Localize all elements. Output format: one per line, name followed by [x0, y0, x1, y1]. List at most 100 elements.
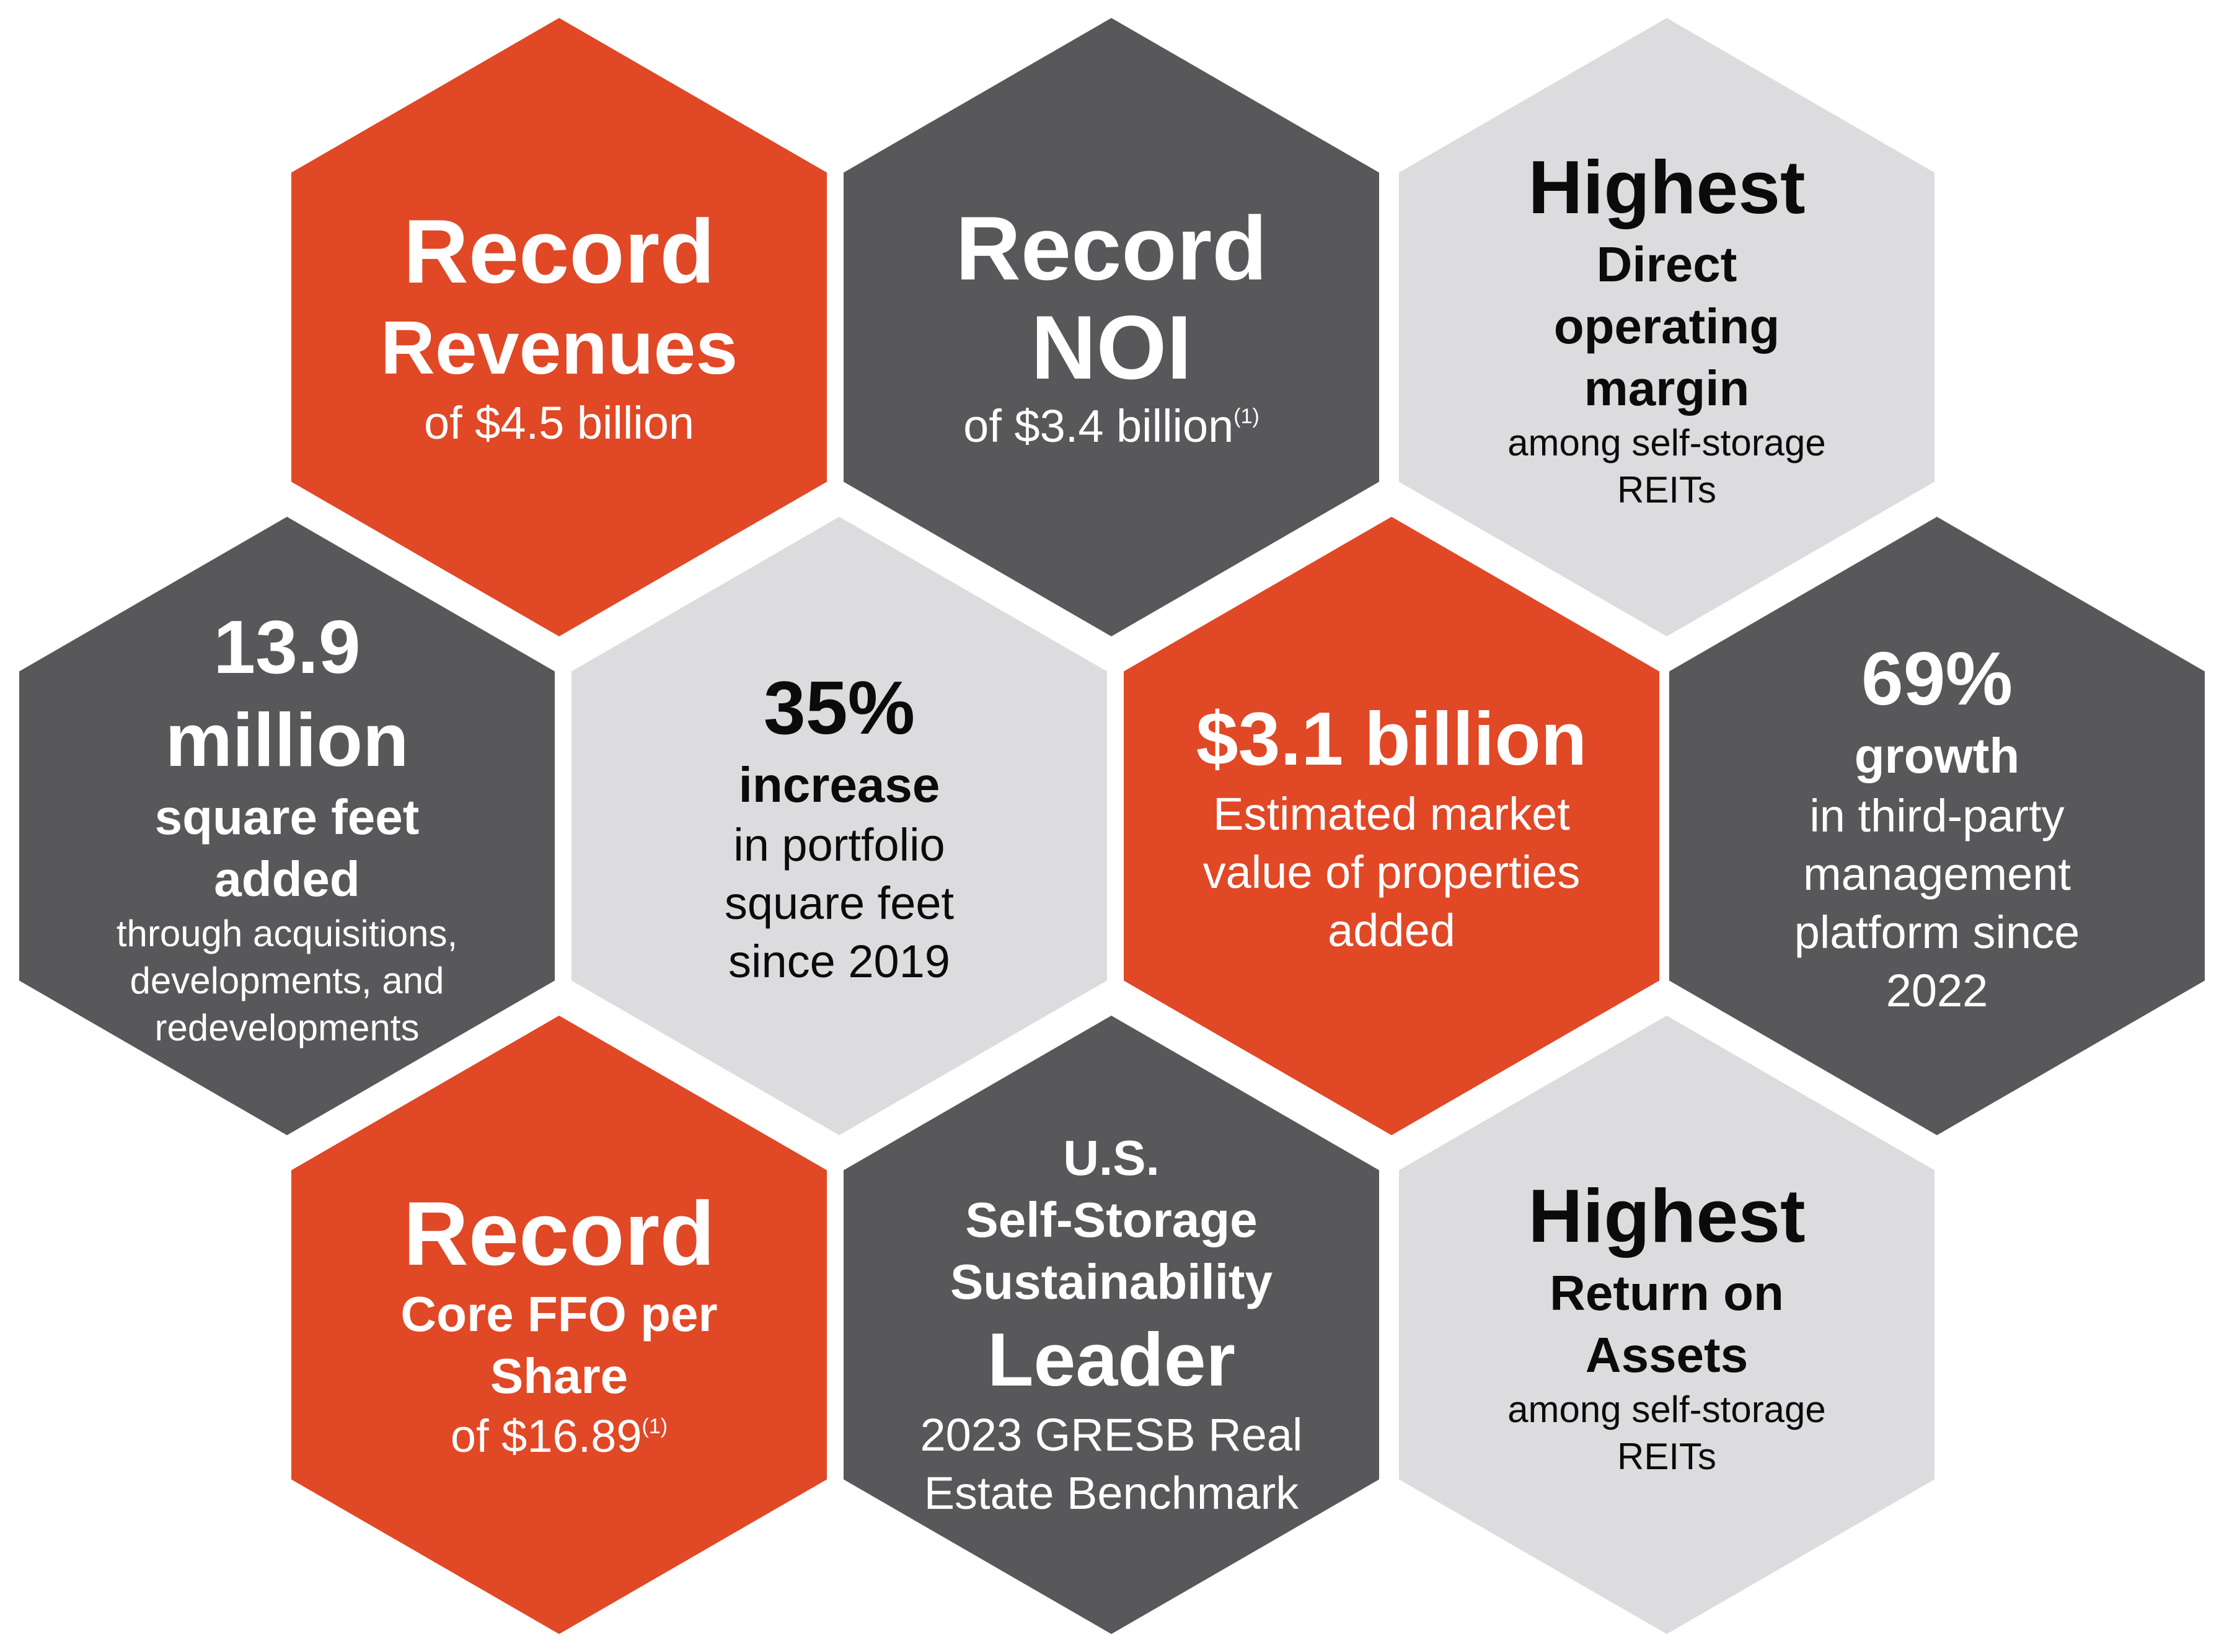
- hexagon-text-block: U.S. Self-Storage Sustainability Leader 2023…: [844, 1016, 1379, 1634]
- hexagon-text: Share: [490, 1348, 629, 1404]
- hexagon-text: among self-storage: [1507, 1389, 1826, 1430]
- hexagon-text: Core FFO per: [400, 1286, 718, 1342]
- hexagon-text-line: redevelopments: [155, 1004, 420, 1052]
- hexagon-text-line: among self-storage: [1507, 420, 1826, 467]
- hexagon-text-line: square feet: [725, 874, 954, 933]
- hexagon-text-line: REITs: [1617, 1433, 1716, 1480]
- hexagon-text: 35%: [763, 666, 915, 750]
- hexagon-text-block: $3.1 billion Estimated market value of pro…: [1124, 517, 1659, 1135]
- hexagon-text: among self-storage: [1507, 422, 1826, 464]
- hexagon-text-block: Highest Direct operating margin among self-s…: [1399, 18, 1934, 636]
- hexagon-text-line: Share: [490, 1345, 628, 1407]
- hexagon-text-line: U.S.: [1063, 1127, 1160, 1189]
- hexagon-third-party-growth: 69% growth in third-party management platfor…: [1669, 517, 2205, 1135]
- hexagon-text: Assets: [1585, 1327, 1749, 1382]
- hexagon-text-line: value of properties: [1203, 843, 1581, 902]
- hexagon-text-line: NOI: [1031, 298, 1192, 397]
- hexagon-text-line: in third-party: [1809, 787, 2064, 845]
- hexagon-text: of $3.4 billion: [963, 400, 1234, 452]
- hexagon-text-line: Self-Storage: [965, 1189, 1257, 1251]
- hexagon-text: since 2019: [728, 936, 950, 987]
- footnote-marker: (1): [642, 1415, 668, 1438]
- hexagon-text: of $16.89: [450, 1410, 642, 1462]
- hexagon-text-line: Core FFO per: [400, 1283, 717, 1345]
- hexagon-text-line: Record: [403, 202, 715, 301]
- hexagon-text-line: 2022: [1886, 962, 1988, 1020]
- hexagon-text: square feet: [724, 877, 955, 929]
- hexagon-text: REITs: [1617, 469, 1717, 511]
- hexagon-text-line: increase: [739, 754, 940, 816]
- hexagon-sustainability-leader: U.S. Self-Storage Sustainability Leader 2023…: [844, 1016, 1379, 1634]
- hexagon-text-line: Assets: [1586, 1324, 1748, 1386]
- hexagon-text-line: in portfolio: [733, 816, 945, 874]
- hexagon-text: million: [165, 698, 409, 782]
- hexagon-text: NOI: [1031, 297, 1192, 398]
- hexagon-text-block: 35% increase in portfolio square feet since …: [571, 517, 1107, 1135]
- hexagon-text: Estate Benchmark: [924, 1467, 1299, 1519]
- hexagon-text: increase: [738, 757, 940, 812]
- hexagon-text-line: management: [1803, 845, 2071, 903]
- footnote-marker: (1): [1233, 405, 1259, 428]
- hexagon-text-line: Highest: [1528, 1169, 1805, 1262]
- hexagon-text: Highest: [1528, 1174, 1806, 1258]
- hexagon-text-line: of $16.89(1): [451, 1407, 668, 1465]
- hexagon-text-line: square feet: [155, 786, 420, 848]
- hexagon-text: Sustainability: [950, 1254, 1273, 1309]
- hexagon-text-line: 13.9: [213, 600, 360, 693]
- hexagon-square-feet-added: 13.9 million square feet added through acqui…: [19, 517, 555, 1135]
- hexagon-text-line: REITs: [1617, 467, 1716, 514]
- hexagon-text-line: Revenues: [381, 301, 738, 394]
- hexagon-text: square feet: [154, 789, 420, 845]
- hexagon-text-line: Estate Benchmark: [924, 1464, 1299, 1522]
- hexagon-text-line: developments, and: [130, 957, 444, 1004]
- hexagon-text: Record: [403, 1183, 715, 1284]
- hexagon-text-block: Highest Return on Assets among self-storage…: [1399, 1016, 1934, 1634]
- hexagon-text: Return on: [1550, 1265, 1784, 1320]
- hexagon-text-line: Record: [403, 1184, 715, 1283]
- hexagon-text-line: added: [214, 848, 360, 910]
- hexagon-text: operating: [1553, 299, 1780, 354]
- hexagon-text: Direct: [1596, 237, 1737, 292]
- hexagon-market-value-added: $3.1 billion Estimated market value of pro…: [1124, 517, 1659, 1135]
- hexagon-text: platform since: [1794, 907, 2080, 958]
- hexagon-text: Record: [955, 198, 1268, 299]
- hexagon-portfolio-increase: 35% increase in portfolio square feet since …: [571, 517, 1107, 1135]
- hexagon-text: 2022: [1886, 965, 1988, 1016]
- hexagon-text: Self-Storage: [965, 1192, 1258, 1247]
- hexagon-text-line: Record: [955, 199, 1267, 298]
- hexagon-text: 13.9: [213, 605, 361, 689]
- hexagon-text: $3.1 billion: [1196, 696, 1587, 781]
- hexagon-text: through acquisitions,: [116, 913, 458, 954]
- hexagon-text: Record: [403, 201, 715, 302]
- hexagon-text: added: [1328, 905, 1455, 956]
- hexagon-text-line: among self-storage: [1507, 1386, 1826, 1433]
- hexagon-text-line: Estimated market: [1213, 785, 1570, 843]
- hexagon-text-line: Direct: [1597, 234, 1737, 296]
- hexagon-text: Leader: [987, 1317, 1236, 1402]
- hexagon-highest-operating-margin: Highest Direct operating margin among self-s…: [1399, 18, 1934, 636]
- hexagon-text-line: million: [165, 693, 408, 786]
- hexagon-text-block: 13.9 million square feet added through acqui…: [19, 517, 555, 1135]
- hexagon-text: of $4.5 billion: [423, 397, 695, 449]
- hexagon-text: redevelopments: [154, 1007, 420, 1048]
- hexagon-text: growth: [1854, 728, 2020, 783]
- hexagon-record-revenues: Record Revenues of $4.5 billion: [291, 18, 827, 636]
- hexagon-text-line: margin: [1584, 358, 1750, 420]
- hexagon-text-block: Record Core FFO per Share of $16.89(1): [291, 1016, 827, 1634]
- hexagon-text: 2023 GRESB Real: [920, 1409, 1303, 1461]
- hexagon-text: developments, and: [130, 960, 444, 1001]
- hexagon-text-line: 69%: [1861, 632, 2013, 725]
- hexagon-text: Revenues: [380, 305, 738, 390]
- hexagon-text-line: Sustainability: [950, 1251, 1273, 1313]
- hexagon-text-line: growth: [1855, 725, 2020, 787]
- hexagon-record-core-ffo: Record Core FFO per Share of $16.89(1): [291, 1016, 827, 1634]
- hexagon-text-line: 2023 GRESB Real: [920, 1406, 1302, 1464]
- hexagon-text-block: 69% growth in third-party management platfor…: [1669, 517, 2205, 1135]
- hexagon-text-line: $3.1 billion: [1196, 692, 1587, 785]
- hexagon-text-block: Record Revenues of $4.5 billion: [291, 18, 827, 636]
- hexagon-text: REITs: [1617, 1436, 1717, 1477]
- hexagon-text-line: Leader: [987, 1313, 1235, 1406]
- hexagon-text: U.S.: [1063, 1130, 1160, 1185]
- hexagon-text-line: of $3.4 billion(1): [963, 397, 1259, 455]
